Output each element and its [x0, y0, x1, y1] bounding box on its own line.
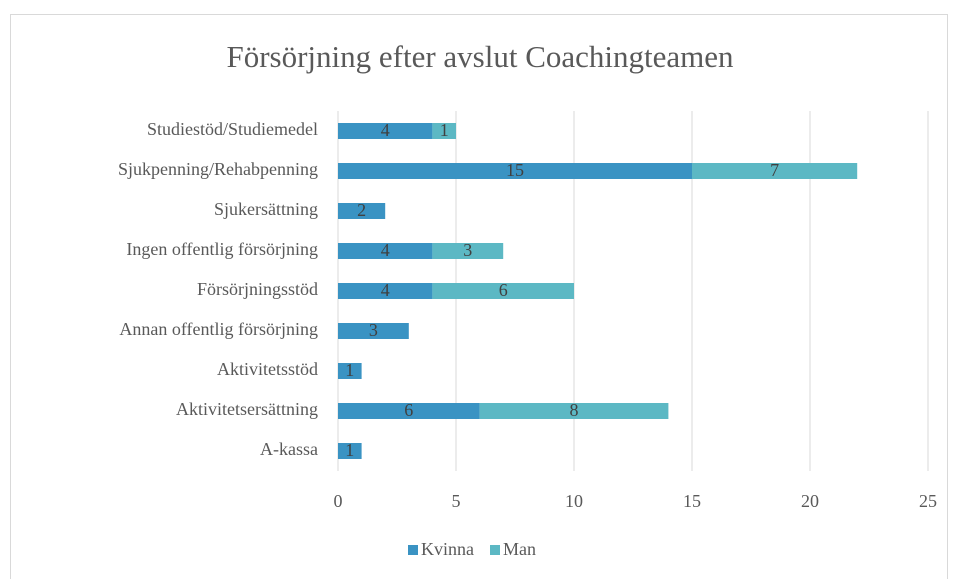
bar-segment	[338, 363, 362, 379]
y-tick-label: A-kassa	[260, 439, 318, 459]
data-label: 1	[345, 440, 354, 460]
data-label: 15	[506, 160, 524, 180]
data-label: 4	[381, 240, 390, 260]
bar-segment	[432, 243, 504, 259]
chart-title: Försörjning efter avslut Coachingteamen	[226, 39, 734, 74]
data-label: 3	[463, 240, 472, 260]
data-label: 7	[770, 160, 779, 180]
y-tick-label: Annan offentlig försörjning	[119, 319, 318, 339]
bar-segment	[338, 323, 409, 339]
y-tick-label: Ingen offentlig försörjning	[126, 239, 318, 259]
data-label: 4	[381, 120, 390, 140]
y-tick-label: Sjukpenning/Rehabpenning	[118, 159, 318, 179]
data-label: 6	[499, 280, 508, 300]
x-tick-label: 25	[919, 491, 937, 511]
legend-label: Man	[503, 539, 536, 559]
y-tick-label: Studiestöd/Studiemedel	[147, 119, 318, 139]
data-label: 1	[345, 360, 354, 380]
bar-segment	[338, 243, 433, 259]
bar-segment	[432, 283, 574, 299]
bar-segment	[338, 123, 433, 139]
y-tick-label: Aktivitetsstöd	[217, 359, 318, 379]
x-tick-label: 10	[565, 491, 583, 511]
bar-segment	[432, 123, 456, 139]
x-tick-label: 5	[452, 491, 461, 511]
bar-segment	[338, 283, 433, 299]
data-label: 6	[404, 400, 413, 420]
legend-swatch	[408, 545, 418, 555]
bar-segment	[338, 203, 386, 219]
bar-segment	[692, 163, 858, 179]
x-tick-label: 20	[801, 491, 819, 511]
bar-segment	[479, 403, 669, 419]
data-label: 1	[440, 120, 449, 140]
y-tick-label: Sjukersättning	[214, 199, 318, 219]
data-label: 8	[570, 400, 579, 420]
x-tick-label: 0	[334, 491, 343, 511]
x-tick-label: 15	[683, 491, 701, 511]
legend-label: Kvinna	[421, 539, 474, 559]
bar-segment	[338, 163, 692, 179]
legend-swatch	[490, 545, 500, 555]
y-tick-label: Försörjningsstöd	[197, 279, 318, 299]
data-label: 3	[369, 320, 378, 340]
bar-segment	[338, 443, 362, 459]
data-label: 2	[357, 200, 366, 220]
bar-segment	[338, 403, 480, 419]
y-tick-label: Aktivitetsersättning	[176, 399, 318, 419]
data-label: 4	[381, 280, 390, 300]
